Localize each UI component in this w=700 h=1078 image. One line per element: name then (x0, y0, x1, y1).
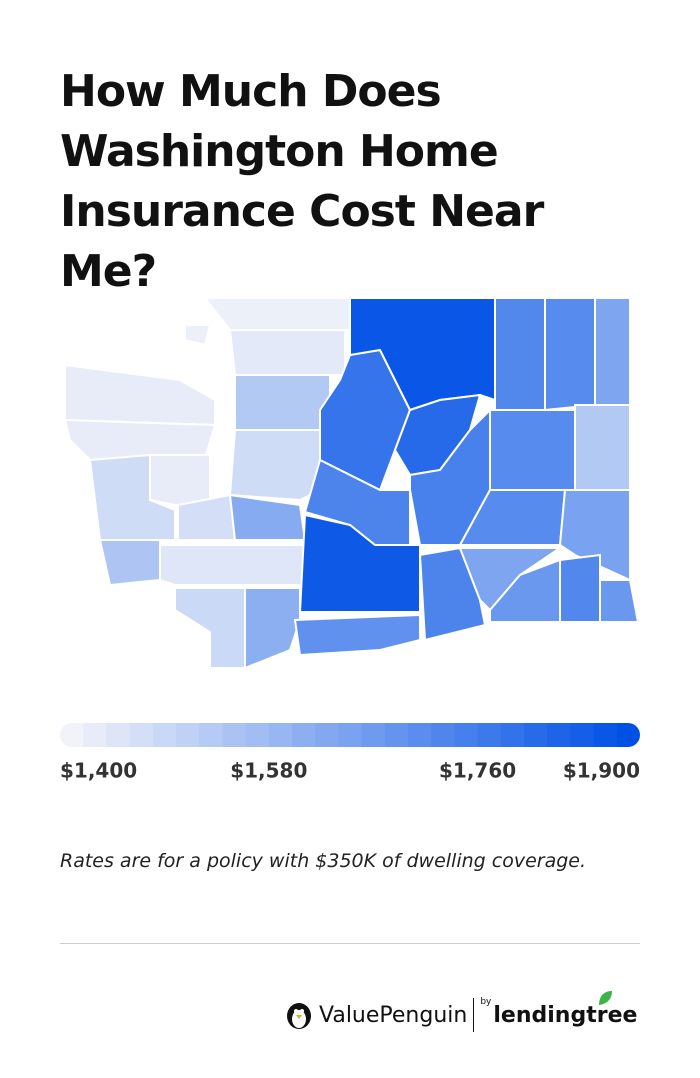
legend-step (268, 723, 293, 747)
legend-tick-label: $1,400 (60, 759, 137, 783)
legend-step (315, 723, 339, 747)
divider (60, 943, 640, 944)
region (599, 579, 640, 623)
legend-step (361, 723, 386, 747)
leaf-icon (599, 991, 613, 1005)
legend-step (454, 723, 479, 747)
legend-step (524, 723, 548, 747)
region (184, 324, 212, 347)
region (149, 454, 211, 506)
legend-step (477, 723, 502, 747)
legend-step (176, 723, 200, 747)
region (244, 587, 301, 670)
region (98, 539, 161, 587)
legend-tick-label: $1,760 (439, 759, 516, 783)
legend-step (245, 723, 270, 747)
legend-step (431, 723, 455, 747)
region (559, 553, 601, 623)
region (489, 409, 576, 491)
legend-step (292, 723, 316, 747)
logo: ValuePenguin by lendingtree (285, 991, 637, 1035)
region (64, 363, 216, 427)
title: How Much Does Washington Home Insurance … (60, 66, 544, 297)
legend-step (593, 723, 618, 747)
region (228, 493, 307, 541)
map: $1,400 $1,580 $1,760 $1,900 (60, 297, 640, 783)
legend-step (547, 723, 571, 747)
region (234, 374, 331, 431)
legend-step (129, 723, 154, 747)
legend-step (83, 723, 107, 747)
region (228, 329, 346, 376)
region (544, 297, 596, 412)
legend-step (408, 723, 432, 747)
legend-step (60, 723, 84, 747)
legend-step (570, 723, 595, 747)
legend-step (338, 723, 363, 747)
legend-tick-label: $1,900 (563, 759, 640, 783)
by: by (480, 997, 492, 1007)
region (594, 297, 631, 406)
separator (473, 998, 475, 1032)
note: Rates are for a policy with $350K of dwe… (60, 850, 586, 872)
region (202, 297, 362, 331)
region (293, 613, 421, 657)
legend-step (152, 723, 177, 747)
region (494, 297, 546, 411)
legend-step (384, 723, 409, 747)
region (159, 544, 306, 586)
brand: ValuePenguin (319, 1002, 468, 1028)
legend-step (222, 723, 247, 747)
partner: lendingtree (493, 1002, 638, 1028)
legend-step (616, 723, 640, 747)
legend-step (106, 723, 131, 747)
region (558, 489, 631, 582)
legend-tick-label: $1,580 (230, 759, 307, 783)
region (174, 587, 246, 669)
legend-step (500, 723, 525, 747)
legend-step (199, 723, 223, 747)
penguin-icon (287, 1003, 311, 1029)
region (574, 404, 631, 491)
